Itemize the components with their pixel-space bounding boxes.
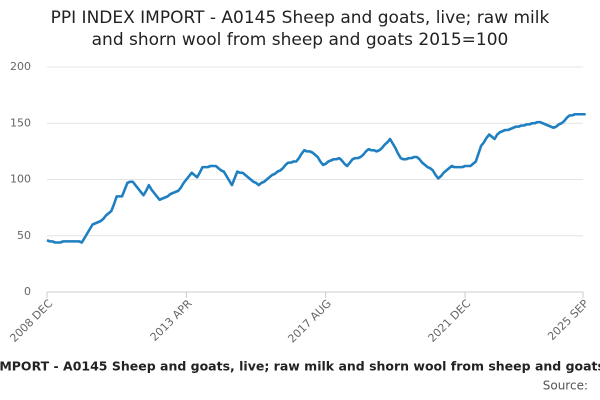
x-tick-label: 2017 AUG	[285, 297, 334, 346]
legend-entry: PPI INDEX IMPORT - A0145 Sheep and goats…	[0, 359, 600, 374]
y-tick-label: 200	[10, 60, 31, 73]
source: Source:	[543, 379, 588, 393]
y-tick-label: 150	[10, 116, 31, 129]
x-tick-label: 2013 APR	[148, 297, 195, 344]
chart-title: and shorn wool from sheep and goats 2015…	[92, 30, 509, 50]
y-tick-label: 100	[10, 173, 31, 186]
chart-title: PPI INDEX IMPORT - A0145 Sheep and goats…	[51, 8, 550, 28]
x-tick-label: 2021 DEC	[426, 297, 474, 345]
y-tick-label: 50	[17, 229, 31, 242]
y-tick-label: 0	[24, 285, 31, 298]
x-tick-label: 2008 DEC	[7, 297, 55, 345]
data-line	[46, 112, 586, 244]
x-tick-label: 2025 SEP	[545, 297, 591, 343]
